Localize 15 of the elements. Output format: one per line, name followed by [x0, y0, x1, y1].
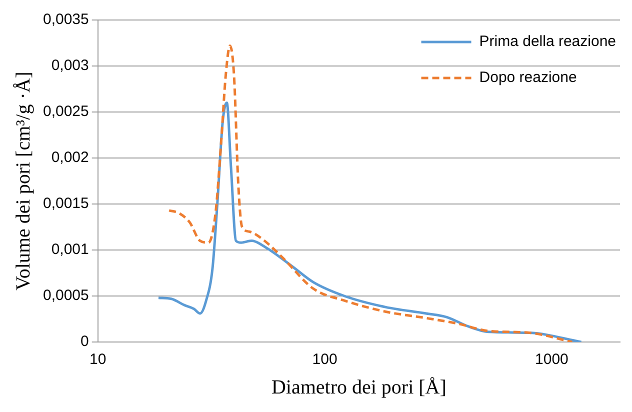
y-tick-label: 0,0015: [42, 195, 89, 212]
x-tick-label: 100: [312, 351, 338, 368]
y-tick-label: 0,0005: [42, 287, 89, 304]
y-tick-label: 0,003: [51, 57, 89, 74]
x-tick-label: 1000: [535, 351, 568, 368]
y-tick-label: 0,0025: [42, 103, 89, 120]
y-tick-label: 0,0035: [42, 11, 89, 28]
y-tick-label: 0: [80, 333, 89, 350]
x-tick-label: 10: [90, 351, 106, 368]
legend-label: Dopo reazione: [479, 69, 577, 86]
y-tick-label: 0,001: [51, 241, 89, 258]
y-tick-label: 0,002: [51, 149, 89, 166]
y-axis-title: Volume dei pori [cm³/g ·Å]: [12, 72, 34, 290]
legend-label: Prima della reazione: [479, 33, 616, 50]
x-axis-title: Diametro dei pori [Å]: [271, 376, 446, 398]
